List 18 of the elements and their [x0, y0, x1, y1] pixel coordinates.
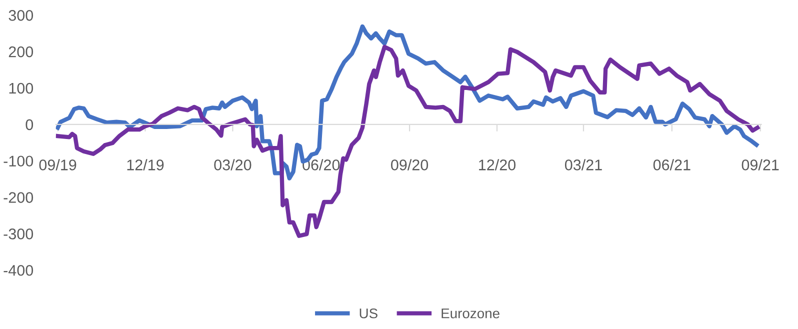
x-tick-label: 12/19	[127, 159, 164, 170]
y-tick-label: 0	[26, 119, 34, 130]
x-tick-label: 03/20	[214, 159, 252, 170]
x-tick-label: 09/21	[742, 159, 779, 170]
y-tick-label: -400	[4, 264, 34, 276]
x-tick-label: 03/21	[564, 159, 602, 170]
legend-label: US	[360, 308, 378, 318]
y-tick-label: 200	[8, 46, 34, 58]
x-tick-label: 06/21	[653, 159, 690, 170]
y-tick-label: -300	[4, 228, 34, 240]
x-tick-label: 09/19	[39, 159, 76, 170]
y-tick-label: 100	[9, 82, 34, 94]
y-tick-label: -100	[4, 156, 34, 167]
x-tick-label: 09/20	[391, 159, 428, 170]
y-tick-label: 300	[8, 10, 34, 21]
legend-label: Eurozone	[442, 308, 500, 318]
x-tick-label: 12/20	[479, 159, 516, 170]
y-tick-label: -200	[4, 192, 34, 203]
